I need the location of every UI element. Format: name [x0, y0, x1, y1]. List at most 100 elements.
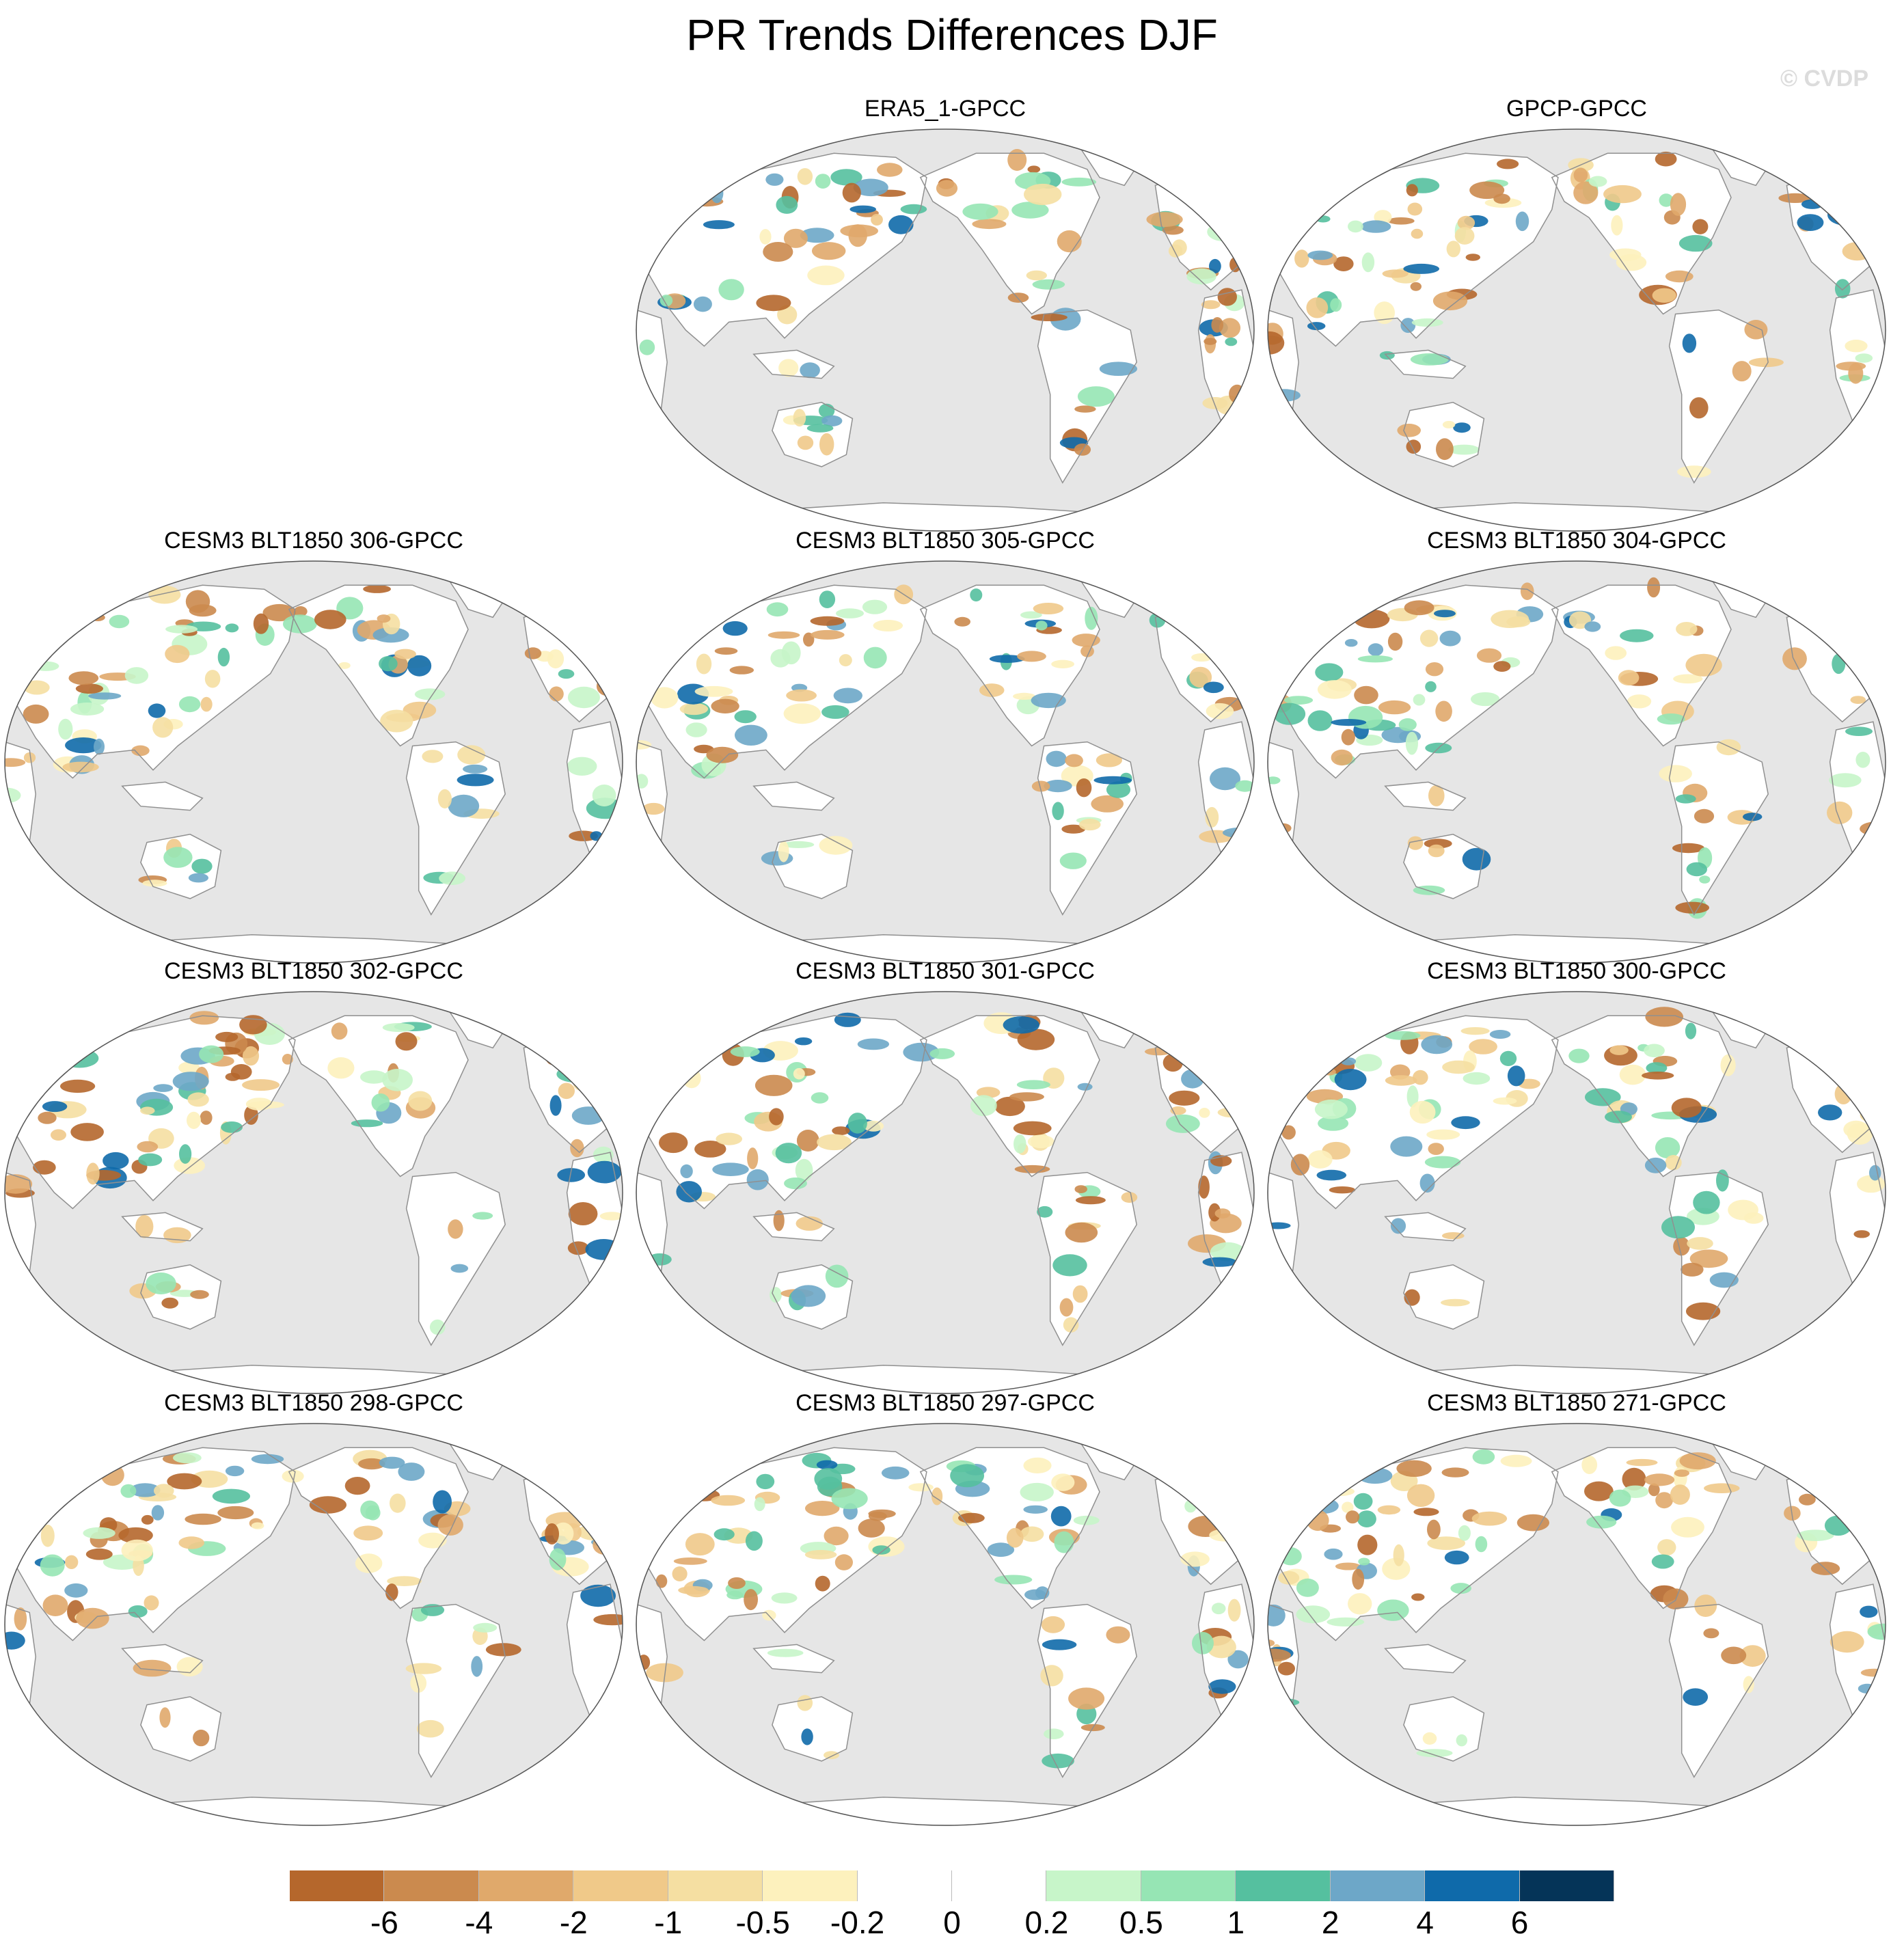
anomaly-patch	[165, 644, 190, 664]
anomaly-patch	[1520, 582, 1534, 600]
anomaly-patch	[1609, 1045, 1629, 1055]
anomaly-patch	[810, 616, 845, 626]
coastline	[919, 584, 1100, 747]
anomaly-patch	[1186, 268, 1216, 285]
anomaly-patch	[1330, 298, 1342, 312]
anomaly-patch	[1268, 331, 1285, 355]
colorbar-swatch	[668, 1870, 763, 1901]
anomaly-patch	[1317, 680, 1352, 699]
anomaly-patch	[1427, 1536, 1465, 1550]
anomaly-patch	[842, 182, 861, 203]
anomaly-patch	[858, 1519, 885, 1538]
coastline	[1551, 152, 1732, 315]
anomaly-patch	[830, 169, 862, 186]
anomaly-patch	[1042, 1753, 1074, 1769]
anomaly-patch	[1296, 1578, 1319, 1597]
anomaly-patch	[1830, 1631, 1864, 1653]
anomaly-patch	[1609, 248, 1642, 262]
anomaly-patch	[1853, 1230, 1870, 1238]
anomaly-patch	[877, 163, 903, 177]
anomaly-patch	[1419, 1173, 1435, 1193]
anomaly-patch	[714, 647, 738, 655]
map-border	[636, 1423, 1255, 1826]
anomaly-patch	[152, 717, 174, 738]
panel-title: CESM3 BLT1850 305-GPCC	[795, 528, 1095, 554]
anomaly-patch	[1027, 1134, 1055, 1149]
anomaly-patch	[148, 703, 166, 718]
anomaly-patch	[448, 1219, 463, 1239]
colorbar-tick-label: -1	[654, 1905, 683, 1940]
anomaly-patch	[1203, 338, 1217, 345]
anomaly-patch	[1439, 630, 1461, 646]
anomaly-patch	[558, 669, 575, 679]
anomaly-patch	[572, 1047, 605, 1068]
coastline	[1037, 309, 1137, 484]
anomaly-patch	[109, 614, 130, 629]
anomaly-patch	[1044, 1728, 1064, 1739]
anomaly-patch	[225, 1465, 245, 1477]
map-panel: GPCP-GPCC	[1266, 96, 1888, 533]
anomaly-patch	[1434, 610, 1456, 618]
anomaly-patch	[1679, 1452, 1716, 1470]
colorbar-tick-label: 1	[1227, 1905, 1245, 1940]
anomaly-patch	[151, 1505, 165, 1521]
anomaly-patch	[987, 1542, 1015, 1557]
anomaly-patch	[1011, 202, 1049, 219]
anomaly-patch	[193, 1729, 210, 1747]
anomaly-patch	[766, 602, 789, 617]
anomaly-patch	[712, 1162, 749, 1176]
anomaly-patch	[1506, 616, 1531, 627]
anomaly-patch	[190, 1290, 209, 1299]
anomaly-patch	[1146, 212, 1183, 228]
anomaly-patch	[1655, 151, 1677, 167]
anomaly-patch	[1451, 1116, 1480, 1130]
anomaly-patch	[1818, 1104, 1842, 1121]
colorbar-swatch	[1141, 1870, 1236, 1901]
anomaly-patch	[457, 745, 486, 765]
anomaly-patch	[351, 1119, 383, 1128]
anomaly-patch	[1341, 729, 1355, 746]
anomaly-patch	[1655, 1492, 1673, 1509]
anomaly-patch	[784, 1178, 807, 1190]
anomaly-patch	[1354, 685, 1378, 705]
anomaly-patch	[568, 1202, 598, 1225]
anomaly-patch	[1268, 1604, 1286, 1626]
coastline	[1384, 1644, 1467, 1674]
map-panel: CESM3 BLT1850 301-GPCC	[634, 958, 1256, 1396]
anomaly-patch	[1149, 612, 1166, 628]
anomaly-patch	[416, 1719, 444, 1738]
anomaly-patch	[1657, 713, 1685, 725]
anomaly-patch	[1422, 1732, 1437, 1745]
anomaly-patch	[1169, 1090, 1200, 1106]
anomaly-patch	[1357, 655, 1393, 663]
anomaly-patch	[1093, 776, 1132, 785]
anomaly-patch	[1201, 300, 1221, 310]
map-panel: CESM3 BLT1850 300-GPCC	[1266, 958, 1888, 1396]
anomaly-patch	[62, 761, 99, 773]
anomaly-patch	[863, 646, 887, 669]
anomaly-patch	[672, 1566, 688, 1581]
anomaly-patch	[821, 705, 849, 719]
anomaly-patch	[103, 1152, 129, 1170]
anomaly-patch	[1208, 1058, 1233, 1070]
anomaly-patch	[524, 647, 542, 659]
land-antarctica	[1360, 1365, 1793, 1393]
anomaly-patch	[1797, 1529, 1834, 1541]
anomaly-patch	[42, 1594, 68, 1616]
anomaly-patch	[1348, 220, 1363, 233]
anomaly-patch	[676, 1181, 702, 1203]
anomaly-patch	[547, 649, 565, 669]
anomaly-patch	[679, 703, 709, 716]
anomaly-patch	[1031, 780, 1050, 792]
anomaly-patch	[187, 1111, 201, 1129]
colorbar-tick-label: 4	[1416, 1905, 1434, 1940]
world-map	[1267, 560, 1886, 964]
coastline	[1037, 1603, 1137, 1778]
anomaly-patch	[225, 1072, 241, 1081]
anomaly-patch	[1268, 1648, 1291, 1662]
anomaly-patch	[1683, 1688, 1709, 1706]
anomaly-patch	[1378, 700, 1411, 715]
map-panel: ERA5_1-GPCC	[634, 96, 1256, 533]
anomaly-patch	[120, 1484, 137, 1498]
anomaly-patch	[585, 1239, 623, 1260]
